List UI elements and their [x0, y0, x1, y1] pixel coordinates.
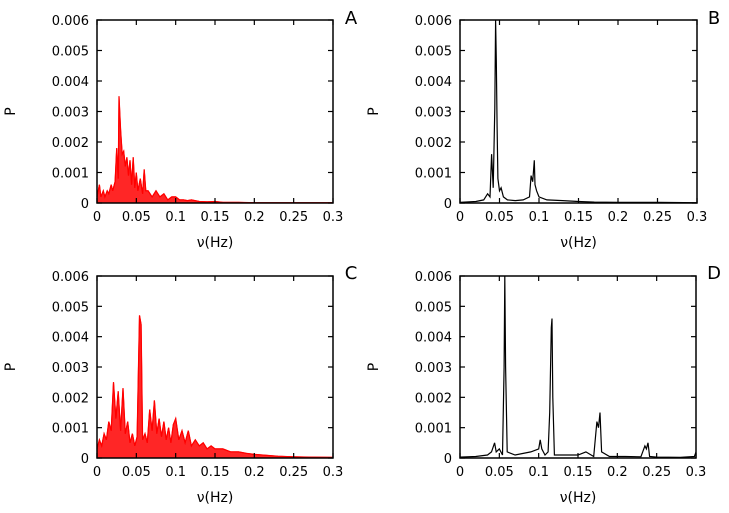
x-tick-label: 0.1: [528, 465, 549, 480]
y-tick-label: 0.003: [52, 106, 89, 121]
y-tick-label: 0.004: [415, 75, 452, 90]
y-tick-label: 0.002: [52, 391, 89, 406]
x-tick-label: 0.1: [165, 210, 186, 225]
y-tick-label: 0.005: [415, 300, 452, 315]
x-tick-label: 0.3: [323, 465, 344, 480]
panel-b: 0 0.05 0.1 0.15 0.2 0.25 0.3 0 0.001 0.002 0.003 0.…: [366, 8, 720, 251]
y-tick-label: 0.006: [52, 270, 89, 285]
plot-frame: [459, 275, 697, 459]
y-tick-label: 0: [444, 197, 452, 212]
x-tick-label: 0.2: [607, 465, 628, 480]
x-axis-label: ν(Hz): [197, 490, 234, 506]
x-tick-label: 0: [93, 465, 101, 480]
y-tick-label: 0.004: [52, 331, 89, 346]
panel-letter: C: [345, 263, 358, 284]
x-tick-label: 0.3: [686, 465, 707, 480]
x-tick-label: 0: [456, 465, 464, 480]
y-tick-label: 0.006: [415, 270, 452, 285]
y-tick-label: 0.003: [52, 361, 89, 376]
x-tick-label: 0.15: [201, 465, 230, 480]
y-tick-label: 0.001: [52, 422, 89, 437]
y-axis-label: P: [3, 363, 19, 371]
x-tick-label: 0.25: [279, 465, 308, 480]
x-tick-label: 0.25: [279, 210, 308, 225]
x-axis-label: ν(Hz): [560, 235, 597, 251]
panel-letter: A: [345, 8, 358, 29]
x-tick-label: 0.2: [244, 210, 265, 225]
data-series-line: [96, 96, 333, 204]
panel-c: 0 0.05 0.1 0.15 0.2 0.25 0.3 0 0.001 0.002 0.003 0.…: [3, 263, 357, 506]
x-tick-label: 0.3: [687, 210, 708, 225]
x-tick-label: 0.05: [485, 210, 514, 225]
y-tick-label: 0.003: [415, 361, 452, 376]
y-tick-label: 0.001: [415, 422, 452, 437]
y-tick-label: 0.005: [52, 300, 89, 315]
x-tick-label: 0.3: [323, 210, 344, 225]
y-tick-label: 0.006: [52, 14, 89, 29]
y-tick-label: 0.004: [52, 75, 89, 90]
plot-frame: [96, 275, 334, 459]
y-tick-label: 0.004: [415, 331, 452, 346]
x-tick-label: 0.1: [165, 465, 186, 480]
x-axis-label: ν(Hz): [560, 490, 597, 506]
x-tick-label: 0: [93, 210, 101, 225]
y-tick-label: 0.002: [415, 136, 452, 151]
x-axis-label: ν(Hz): [197, 235, 234, 251]
x-tick-label: 0.25: [642, 465, 671, 480]
data-series-fill: [96, 96, 334, 204]
y-tick-label: 0.005: [415, 45, 452, 60]
y-axis-label: P: [366, 363, 382, 371]
y-tick-label: 0: [81, 197, 89, 212]
x-tick-label: 0.05: [122, 210, 151, 225]
y-tick-label: 0.001: [52, 167, 89, 182]
y-axis-label: P: [3, 107, 19, 115]
x-tick-label: 0.05: [122, 465, 151, 480]
x-tick-label: 0: [456, 210, 464, 225]
panel-a: 0 0.05 0.1 0.15 0.2 0.25 0.3 0 0.001 0.002 0.003 0.…: [3, 8, 358, 251]
y-tick-label: 0.002: [415, 391, 452, 406]
x-tick-label: 0.15: [564, 465, 593, 480]
panel-letter: D: [707, 263, 721, 284]
x-tick-label: 0.05: [485, 465, 514, 480]
y-tick-label: 0: [81, 452, 89, 467]
y-tick-label: 0.006: [415, 14, 452, 29]
y-axis-label: P: [366, 107, 382, 115]
y-tick-label: 0.005: [52, 45, 89, 60]
x-tick-label: 0.1: [529, 210, 550, 225]
x-tick-label: 0.25: [643, 210, 672, 225]
y-tick-label: 0.001: [415, 167, 452, 182]
data-series-line: [459, 275, 697, 459]
x-tick-label: 0.2: [244, 465, 265, 480]
panel-letter: B: [708, 8, 720, 29]
x-tick-label: 0.2: [608, 210, 629, 225]
x-tick-label: 0.15: [564, 210, 593, 225]
y-tick-label: 0.002: [52, 136, 89, 151]
data-series-line: [459, 19, 698, 204]
x-tick-label: 0.15: [201, 210, 230, 225]
y-tick-label: 0.003: [415, 106, 452, 121]
data-series-line: [96, 315, 334, 458]
panel-d: 0 0.05 0.1 0.15 0.2 0.25 0.3 0 0.001 0.002 0.003 0.…: [366, 263, 721, 506]
y-tick-label: 0: [444, 452, 452, 467]
